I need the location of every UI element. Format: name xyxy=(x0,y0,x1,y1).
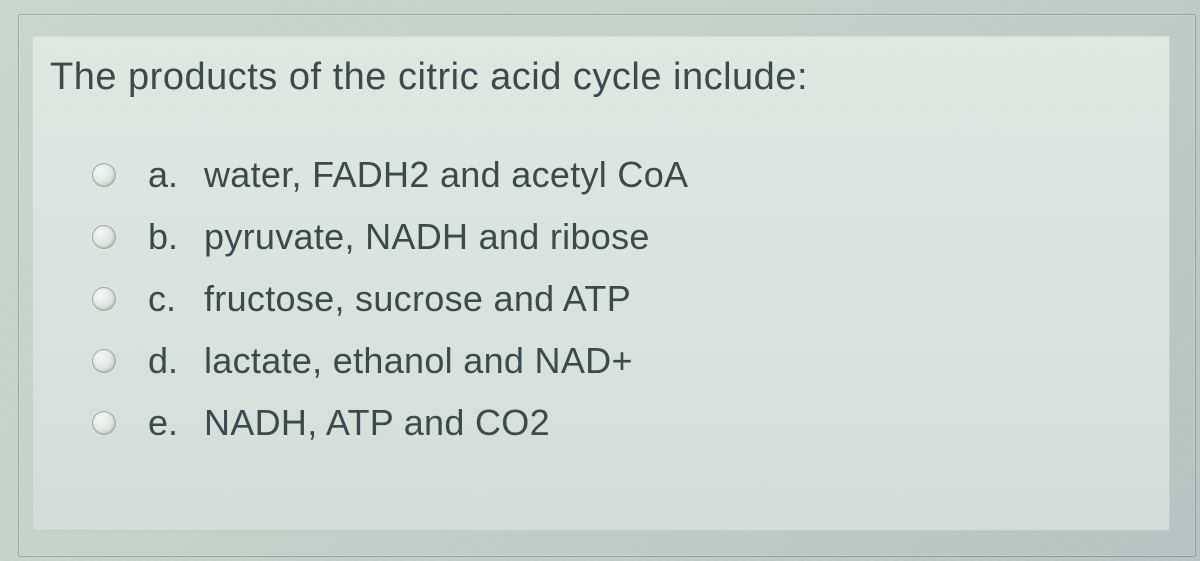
option-d-text: lactate, ethanol and NAD+ xyxy=(204,340,633,382)
option-a-letter: a. xyxy=(148,154,204,196)
option-a-text: water, FADH2 and acetyl CoA xyxy=(204,154,688,196)
question-card: The products of the citric acid cycle in… xyxy=(32,36,1170,531)
option-a[interactable]: a. water, FADH2 and acetyl CoA xyxy=(92,154,1170,196)
option-b-text: pyruvate, NADH and ribose xyxy=(204,216,650,258)
options-group: a. water, FADH2 and acetyl CoA b. pyruva… xyxy=(92,154,1170,444)
radio-a[interactable] xyxy=(92,163,116,187)
option-e[interactable]: e. NADH, ATP and CO2 xyxy=(92,402,1170,444)
option-e-letter: e. xyxy=(148,402,204,444)
radio-e[interactable] xyxy=(92,411,116,435)
option-d-letter: d. xyxy=(148,340,204,382)
radio-d[interactable] xyxy=(92,349,116,373)
option-c[interactable]: c. fructose, sucrose and ATP xyxy=(92,278,1170,320)
radio-c[interactable] xyxy=(92,287,116,311)
radio-b[interactable] xyxy=(92,225,116,249)
option-e-text: NADH, ATP and CO2 xyxy=(204,402,550,444)
option-d[interactable]: d. lactate, ethanol and NAD+ xyxy=(92,340,1170,382)
option-b-letter: b. xyxy=(148,216,204,258)
quiz-photo-frame: The products of the citric acid cycle in… xyxy=(0,0,1200,561)
question-prompt: The products of the citric acid cycle in… xyxy=(50,56,1170,99)
option-c-letter: c. xyxy=(148,278,204,320)
option-c-text: fructose, sucrose and ATP xyxy=(204,278,631,320)
option-b[interactable]: b. pyruvate, NADH and ribose xyxy=(92,216,1170,258)
